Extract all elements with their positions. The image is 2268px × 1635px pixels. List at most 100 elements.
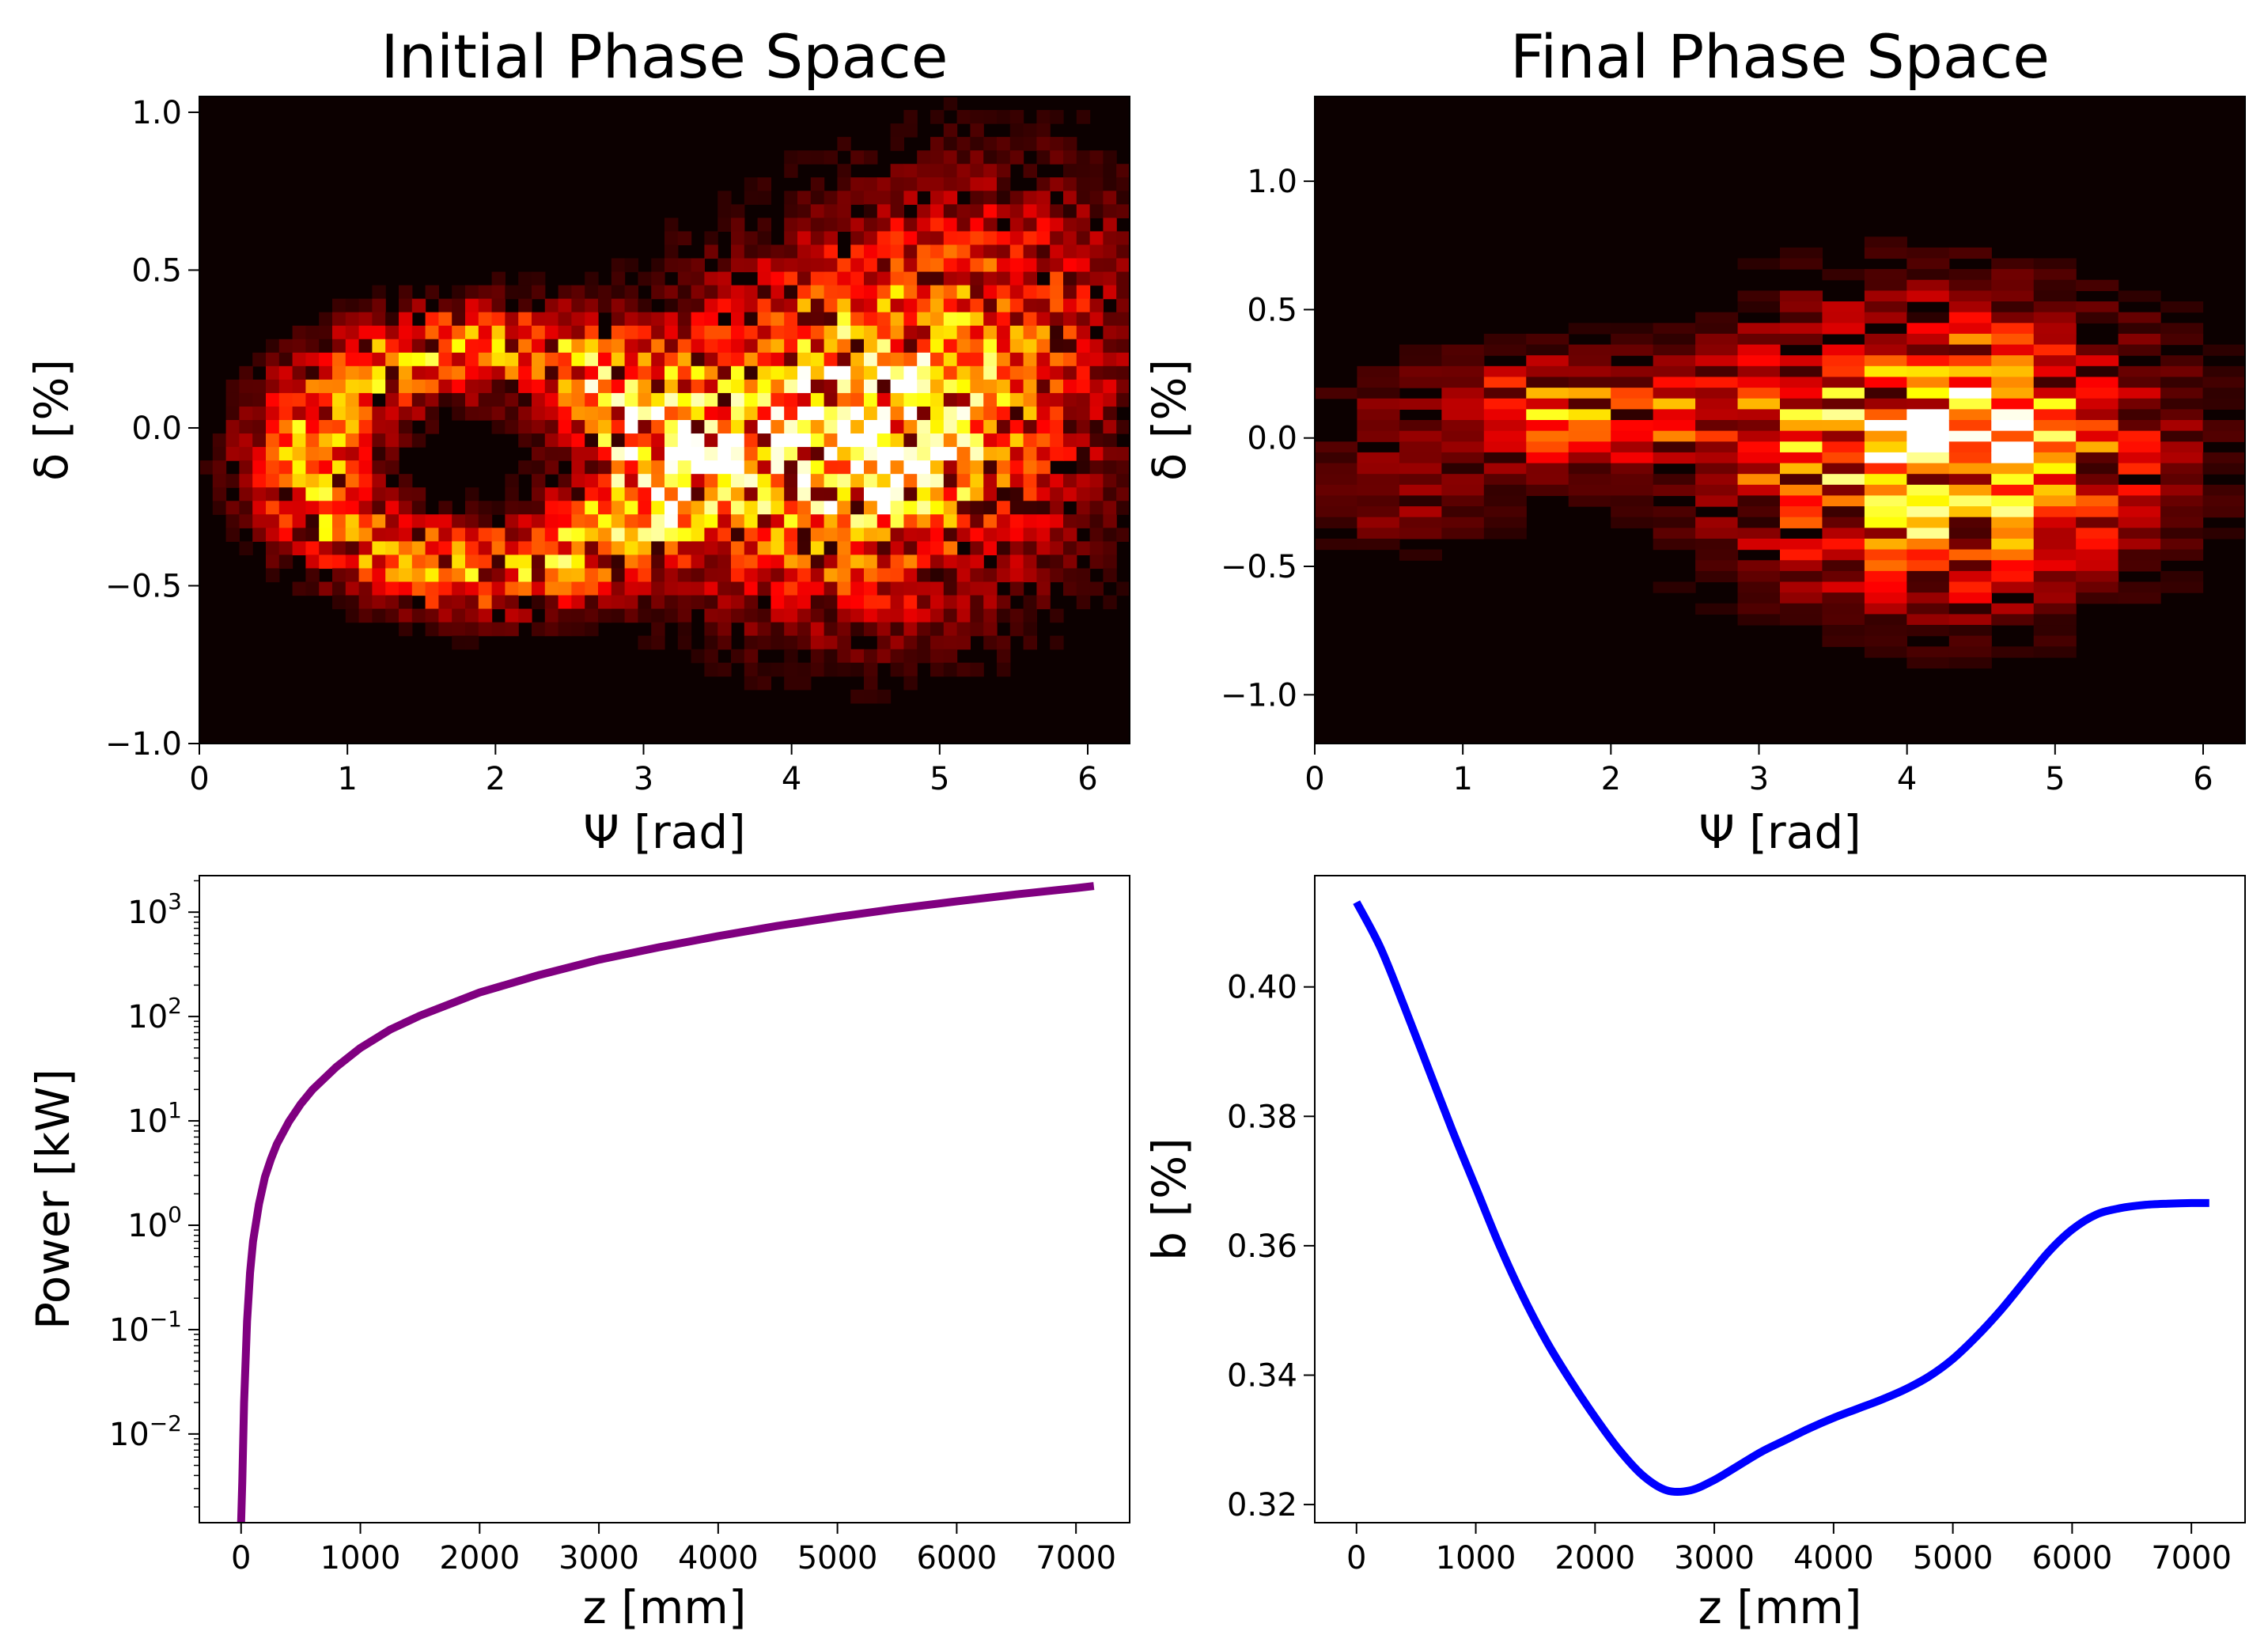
heatmap-cell [903,392,918,407]
heatmap-cell [1948,420,1992,432]
heatmap-cell [1991,452,2035,464]
heatmap-cell [983,622,998,637]
heatmap-cell [598,541,612,556]
heatmap-cell [212,501,227,515]
x-tick-label: 2000 [1554,1540,1635,1576]
heatmap-cell [1116,460,1130,475]
heatmap-cell [890,662,904,677]
heatmap-cell [704,352,718,367]
heatmap-cell [890,649,904,664]
heatmap-cell [890,447,904,461]
heatmap-cell [399,392,413,407]
heatmap-cell [837,662,851,677]
heatmap-cell [651,379,665,394]
heatmap-cell [1991,538,2035,551]
heatmap-cell [2160,581,2204,593]
heatmap-cell [864,689,878,704]
heatmap-cell [930,568,945,583]
heatmap-cell [930,541,945,556]
heatmap-cell [1526,474,1569,486]
heatmap-cell [757,501,771,515]
heatmap-cell [2033,301,2077,313]
heatmap-cell [1906,592,1950,604]
heatmap-cell [664,487,679,501]
heatmap-cell [465,608,479,623]
heatmap-cell [970,258,984,273]
heatmap-cell [784,474,798,488]
heatmap-cell [411,379,426,394]
x-tick-label: 3 [634,761,653,797]
heatmap-cell [1991,312,2035,324]
heatmap-cell [1399,452,1442,464]
heatmap-cell [491,271,505,286]
heatmap-cell [1050,608,1064,623]
heatmap-cell [1036,244,1051,259]
heatmap-cell [903,231,918,246]
heatmap-cell [1063,231,1077,246]
heatmap-cell [917,177,931,191]
heatmap-cell [585,379,599,394]
heatmap-cell [1695,441,1739,453]
heatmap-cell [784,339,798,354]
heatmap-cell [1116,339,1130,354]
heatmap-cell [757,474,771,488]
heatmap-cell [903,177,918,191]
heatmap-cell [1050,420,1064,434]
heatmap-cell [1483,528,1527,539]
heatmap-cell [611,528,626,542]
heatmap-cell [1009,568,1024,583]
heatmap-cell [2033,365,2077,378]
heatmap-cell [997,487,1011,501]
heatmap-cell [2033,269,2077,281]
heatmap-cell [1399,506,1442,518]
heatmap-cell [411,352,426,367]
heatmap-cell [624,581,638,596]
heatmap-cell [571,298,585,313]
heatmap-cell [385,460,399,475]
heatmap-cell [1864,237,1907,248]
heatmap-cell [1009,501,1024,515]
heatmap-cell [890,420,904,434]
heatmap-cell [757,622,771,637]
heatmap-cell [1483,398,1527,410]
heatmap-cell [930,420,945,434]
heatmap-cell [1653,441,1696,453]
heatmap-cell [956,447,971,461]
heatmap-cell [890,595,904,610]
heatmap-cell [252,447,267,461]
heatmap-cell [266,541,280,556]
heatmap-cell [970,231,984,246]
heatmap-cell [797,325,812,340]
heatmap-cell [983,312,998,327]
heatmap-cell [332,541,346,556]
heatmap-cell [345,581,360,596]
heatmap-cell [997,379,1011,394]
heatmap-cell [1822,581,1865,593]
heatmap-cell [2202,420,2246,432]
heatmap-cell [997,568,1011,583]
heatmap-cell [478,352,493,367]
heatmap-cell [1695,409,1739,421]
heatmap-cell [491,285,505,300]
heatmap-cell [1991,365,2035,378]
heatmap-cell [319,365,333,380]
heatmap-cell [1906,506,1950,518]
heatmap-cell [1822,635,1865,647]
heatmap-cell [1009,447,1024,461]
heatmap-cell [691,487,705,501]
heatmap-cell [332,379,346,394]
heatmap-cell [2160,570,2204,583]
heatmap-cell [1009,298,1024,313]
heatmap-cell [970,150,984,165]
heatmap-cell [956,487,971,501]
heatmap-cell [757,608,771,623]
heatmap-cell [1568,420,1611,432]
heatmap-cell [1009,218,1024,233]
heatmap-cell [399,541,413,556]
heatmap-cell [425,528,439,542]
heatmap-cell [385,608,399,623]
heatmap-cell [877,622,892,637]
heatmap-cell [970,568,984,583]
heatmap-cell [1611,506,1654,518]
